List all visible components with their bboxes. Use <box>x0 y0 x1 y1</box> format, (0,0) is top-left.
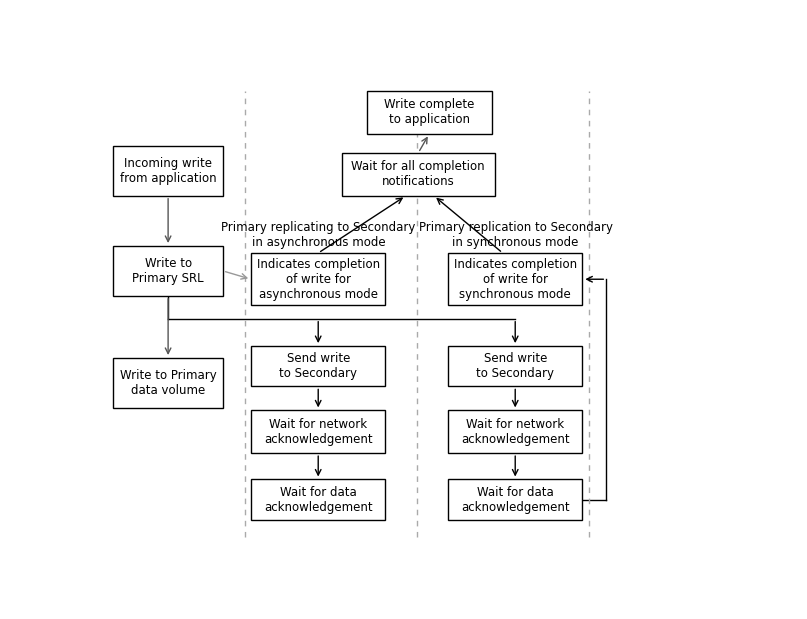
FancyBboxPatch shape <box>366 91 491 134</box>
Text: Send write
to Secondary: Send write to Secondary <box>476 352 554 380</box>
Text: Primary replicating to Secondary
in asynchronous mode: Primary replicating to Secondary in asyn… <box>221 222 416 249</box>
FancyBboxPatch shape <box>251 253 386 305</box>
Text: Wait for network
acknowledgement: Wait for network acknowledgement <box>461 418 570 446</box>
FancyBboxPatch shape <box>251 479 386 520</box>
Text: Write complete
to application: Write complete to application <box>384 98 475 126</box>
FancyBboxPatch shape <box>448 253 583 305</box>
Text: Wait for data
acknowledgement: Wait for data acknowledgement <box>264 486 373 514</box>
FancyBboxPatch shape <box>251 410 386 453</box>
Text: Write to
Primary SRL: Write to Primary SRL <box>132 257 204 285</box>
FancyBboxPatch shape <box>448 410 583 453</box>
FancyBboxPatch shape <box>113 145 223 196</box>
Text: Write to Primary
data volume: Write to Primary data volume <box>119 369 216 397</box>
FancyBboxPatch shape <box>113 246 223 296</box>
FancyBboxPatch shape <box>448 346 583 386</box>
Text: Incoming write
from application: Incoming write from application <box>119 157 216 185</box>
FancyBboxPatch shape <box>113 358 223 408</box>
Text: Wait for all completion
notifications: Wait for all completion notifications <box>352 160 485 188</box>
FancyBboxPatch shape <box>448 479 583 520</box>
Text: Indicates completion
of write for
synchronous mode: Indicates completion of write for synchr… <box>454 258 577 301</box>
FancyBboxPatch shape <box>251 346 386 386</box>
Text: Primary replication to Secondary
in synchronous mode: Primary replication to Secondary in sync… <box>419 222 613 249</box>
Text: Indicates completion
of write for
asynchronous mode: Indicates completion of write for asynch… <box>257 258 380 301</box>
Text: Send write
to Secondary: Send write to Secondary <box>279 352 358 380</box>
FancyBboxPatch shape <box>341 153 495 196</box>
Text: Wait for data
acknowledgement: Wait for data acknowledgement <box>461 486 570 514</box>
Text: Wait for network
acknowledgement: Wait for network acknowledgement <box>264 418 373 446</box>
